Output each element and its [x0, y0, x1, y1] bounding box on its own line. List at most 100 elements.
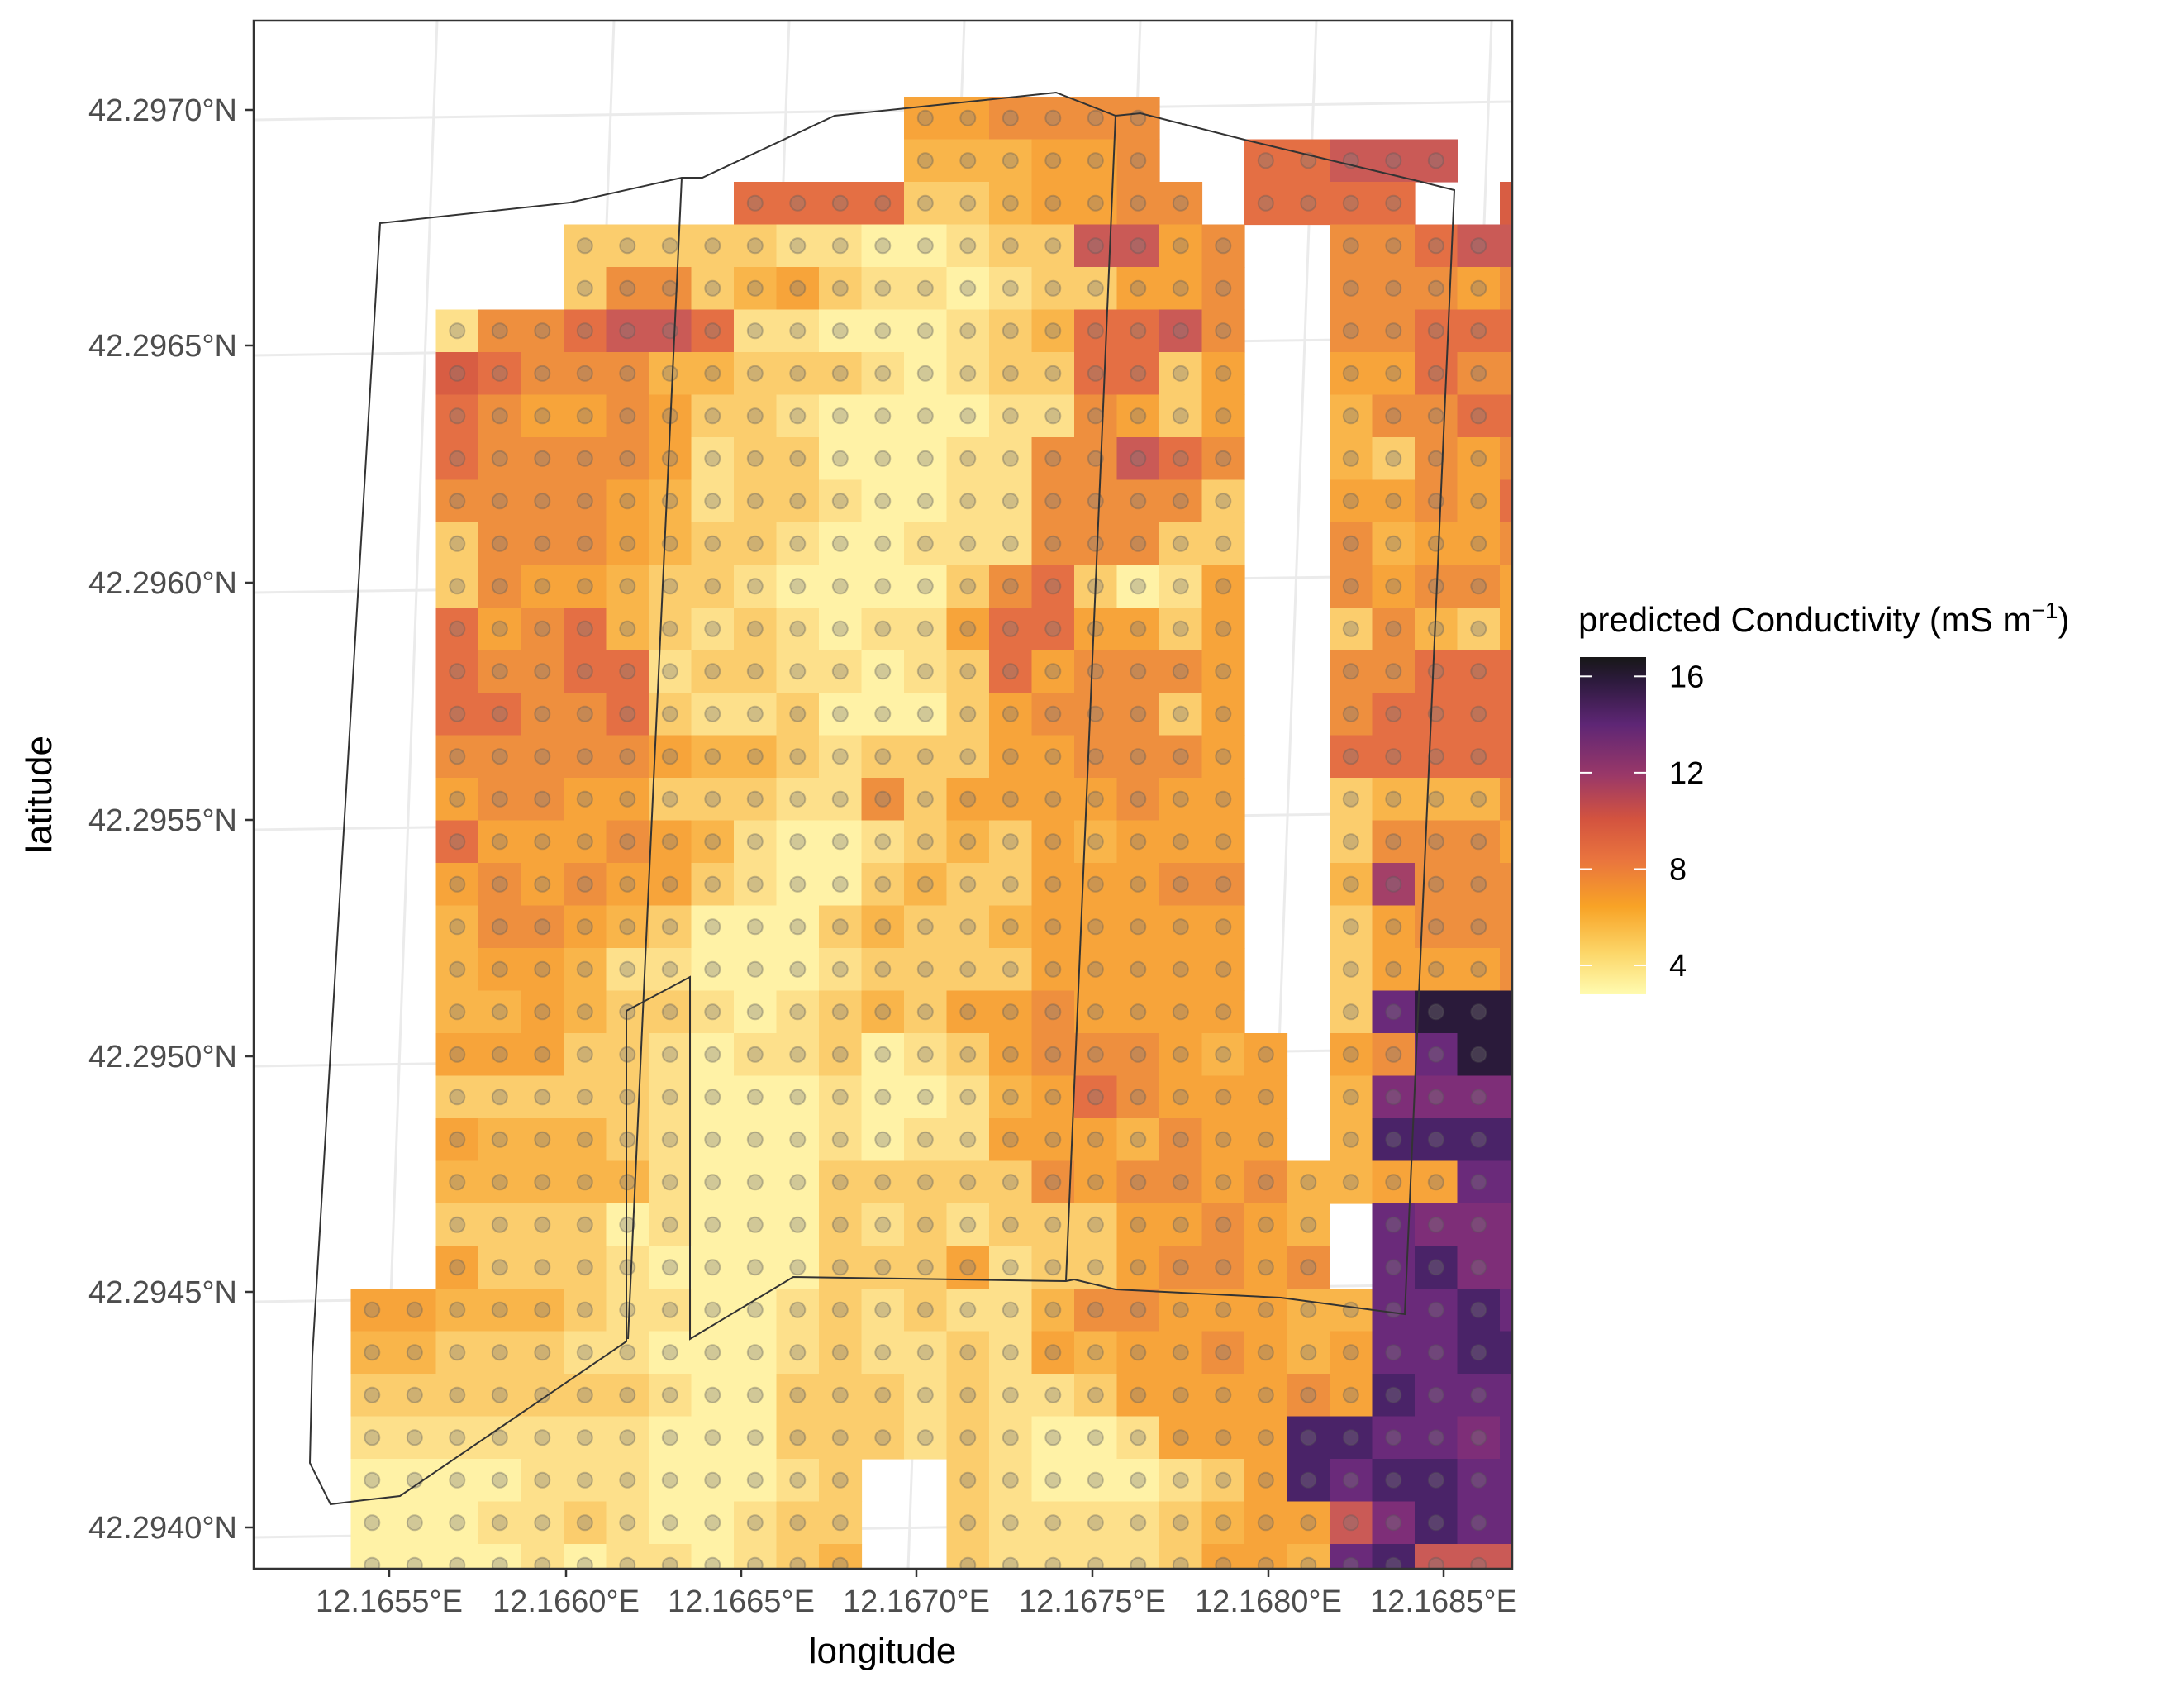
heatmap-cell: [1031, 522, 1075, 566]
heatmap-cell: [1116, 650, 1160, 693]
sample-point: [364, 1301, 381, 1318]
sample-point: [1002, 1386, 1019, 1403]
heatmap-cell: [1457, 1501, 1501, 1545]
heatmap-cell: [1074, 735, 1118, 779]
sample-point: [1002, 578, 1019, 595]
heatmap-cell: [1457, 948, 1501, 992]
sample-point: [1002, 279, 1019, 297]
heatmap-cell: [1201, 905, 1245, 949]
heatmap-cell: [904, 479, 948, 523]
heatmap-cell: [1159, 820, 1203, 864]
sample-point: [619, 365, 636, 382]
heatmap-cell: [1500, 522, 1512, 566]
heatmap-cell: [435, 565, 479, 608]
heatmap-cell: [819, 1118, 863, 1162]
heatmap-cell: [1330, 948, 1373, 992]
sample-point: [959, 194, 977, 212]
heatmap-cell: [1201, 522, 1245, 566]
heatmap-cell: [521, 522, 564, 566]
sample-point: [1470, 365, 1487, 382]
sample-point: [1300, 1471, 1317, 1489]
sample-point: [449, 322, 466, 340]
sample-point: [1002, 1046, 1019, 1063]
heatmap-cell: [819, 820, 863, 864]
sample-point: [1002, 1259, 1019, 1276]
heatmap-cell: [649, 650, 692, 693]
heatmap-cell: [564, 650, 607, 693]
sample-point: [1427, 1386, 1444, 1403]
sample-point: [916, 960, 934, 978]
sample-point: [1342, 279, 1359, 297]
sample-point: [1172, 620, 1189, 637]
heatmap-cell: [521, 1203, 564, 1247]
sample-point: [1130, 152, 1147, 169]
sample-point: [1514, 792, 1529, 807]
sample-point: [746, 1429, 764, 1446]
sample-point: [534, 748, 551, 765]
sample-point: [831, 1301, 849, 1318]
sample-point: [534, 790, 551, 808]
heatmap-cell: [1457, 224, 1501, 268]
sample-point: [1427, 237, 1444, 255]
heatmap-cell: [478, 1544, 522, 1569]
heatmap-cell: [1244, 139, 1288, 183]
heatmap-cell: [564, 1416, 607, 1460]
heatmap-cell: [1287, 1203, 1330, 1247]
heatmap-cell: [1457, 905, 1501, 949]
heatmap-cell: [521, 778, 564, 822]
heatmap-cell: [606, 1416, 649, 1460]
heatmap-cell: [904, 990, 948, 1034]
sample-point: [1427, 875, 1444, 893]
field-boundary-inner-1: [627, 177, 683, 1340]
heatmap-cell: [734, 990, 778, 1034]
sample-point: [1087, 1301, 1104, 1318]
heatmap-cell: [1031, 1033, 1075, 1077]
heatmap-cell: [946, 1501, 990, 1545]
heatmap-cell: [1457, 863, 1501, 907]
sample-point: [449, 875, 466, 893]
heatmap-cell: [989, 1374, 1033, 1418]
sample-point: [661, 493, 678, 510]
heatmap-cell: [1116, 182, 1160, 226]
heatmap-cell: [521, 905, 564, 949]
sample-point: [1427, 365, 1444, 382]
sample-point: [1215, 833, 1232, 851]
sample-point: [1514, 451, 1529, 466]
sample-point: [1427, 322, 1444, 340]
sample-point: [576, 790, 593, 808]
sample-point: [1130, 1046, 1147, 1063]
sample-point: [661, 1131, 678, 1148]
heatmap-cell: [606, 1203, 649, 1247]
heatmap-cell: [1244, 1075, 1288, 1119]
heatmap-cell: [1244, 1246, 1288, 1289]
heatmap-cell: [1116, 820, 1160, 864]
heatmap-cell: [350, 1374, 394, 1418]
heatmap-cell: [1287, 1331, 1330, 1375]
heatmap-cell: [1201, 267, 1245, 311]
sample-point: [449, 918, 466, 936]
heatmap-cell: [564, 267, 607, 311]
sample-point: [1002, 1003, 1019, 1021]
sample-point: [1514, 877, 1529, 892]
heatmap-cell: [989, 650, 1033, 693]
sample-point: [576, 578, 593, 595]
sample-point: [364, 1344, 381, 1361]
sample-point: [1300, 1344, 1317, 1361]
y-tick-label: 42.2970°N: [88, 93, 237, 128]
heatmap-cell: [734, 1203, 778, 1247]
sample-point: [1044, 705, 1062, 722]
heatmap-cell: [1500, 352, 1512, 396]
heatmap-cell: [564, 1160, 607, 1204]
sample-point: [746, 1386, 764, 1403]
heatmap-cell: [776, 1544, 820, 1569]
sample-point: [619, 450, 636, 467]
heatmap-cell: [435, 735, 479, 779]
heatmap-cell: [478, 650, 522, 693]
heatmap-cell: [1500, 1331, 1512, 1375]
sample-point: [619, 237, 636, 255]
heatmap-cell: [1244, 1118, 1288, 1162]
sample-point: [831, 1429, 849, 1446]
sample-point: [1002, 960, 1019, 978]
heatmap-cell: [521, 394, 564, 438]
sample-point: [1087, 833, 1104, 851]
